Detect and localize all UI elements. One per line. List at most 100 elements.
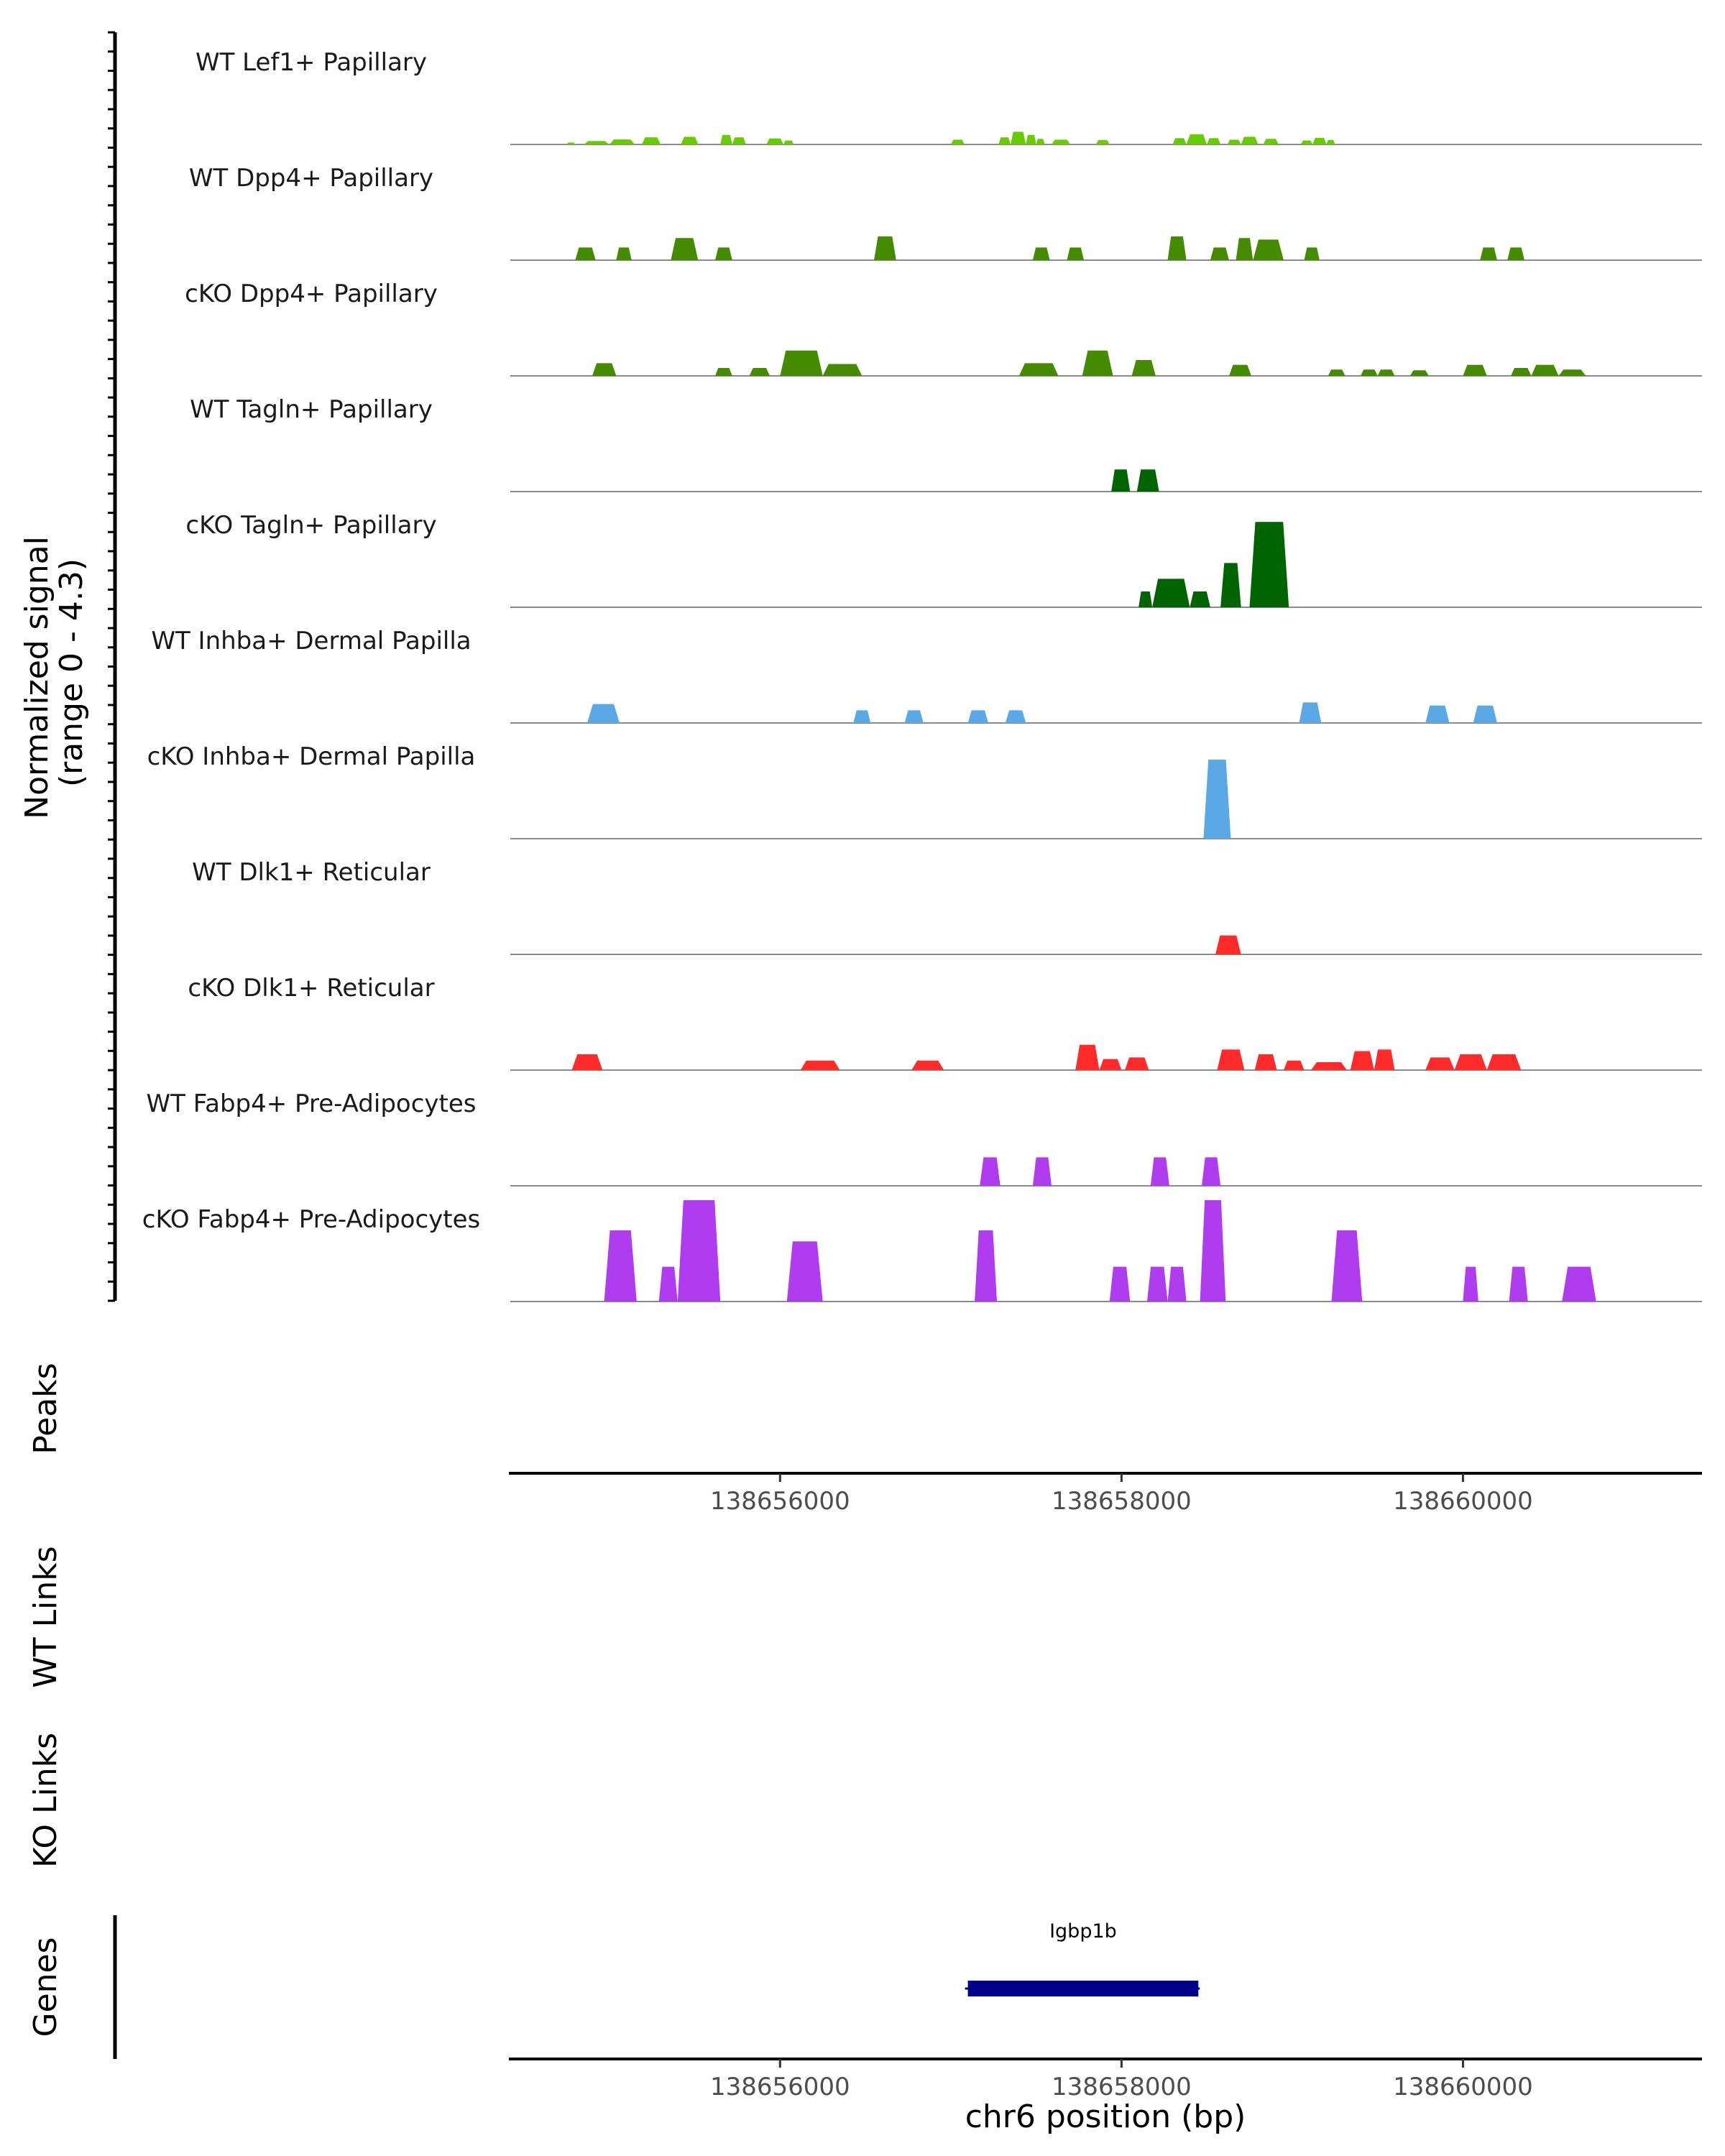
coverage-peak — [1227, 139, 1241, 144]
coverage-peak — [1032, 247, 1050, 260]
genes-panel-title: Genes — [27, 1937, 64, 2037]
coverage-peak — [980, 1157, 1000, 1186]
coverage-peak — [1558, 369, 1586, 376]
coverage-peak — [715, 247, 732, 260]
coverage-peak — [1036, 139, 1045, 144]
track: WT Inhba+ Dermal Papilla — [151, 627, 1702, 724]
coverage-peak — [1011, 132, 1026, 144]
coverage-peak — [1210, 247, 1229, 260]
coverage-peak — [1136, 469, 1159, 492]
coverage-peak — [1147, 1266, 1168, 1302]
peaks-panel: Peaks 138656000 138658000 138660000 — [27, 1363, 1702, 1516]
coverage-peak — [1300, 140, 1313, 144]
x-tick-label: 138660000 — [1393, 1487, 1533, 1516]
gene-body — [967, 1981, 1199, 1996]
coverage-peak — [571, 1054, 603, 1070]
coverage-y-axis-title: Normalized signal (range 0 - 4.3) — [19, 526, 90, 819]
coverage-peak — [1138, 591, 1153, 607]
coverage-peak — [616, 247, 632, 260]
coverage-peak — [641, 137, 661, 144]
coverage-peak — [967, 710, 989, 723]
coverage-peak — [1241, 137, 1259, 144]
coverage-peak — [1425, 1057, 1455, 1070]
track: WT Dpp4+ Papillary — [189, 164, 1702, 261]
coverage-peak — [1531, 364, 1559, 376]
coverage-peak — [1125, 1057, 1149, 1070]
coverage-peak — [1480, 247, 1497, 260]
coverage-tracks: WT Lef1+ Papillary WT Dpp4+ Papillary cKO … — [142, 48, 1702, 1302]
coverage-peak — [1425, 705, 1450, 723]
track-label: WT Dpp4+ Papillary — [189, 164, 433, 193]
coverage-peak — [1109, 1266, 1131, 1302]
coverage-peak — [822, 364, 862, 376]
coverage-peak — [1229, 364, 1251, 376]
coverage-peak — [1350, 1051, 1374, 1070]
coverage-peak — [1454, 1054, 1487, 1070]
coverage-peak — [586, 704, 620, 723]
coverage-peak — [749, 368, 770, 376]
genes-panel: Genes Igbp1b 138656000 138658000 138660000… — [27, 1915, 1702, 2135]
coverage-peak — [1409, 370, 1429, 376]
x-tick-label: 138658000 — [1052, 2073, 1192, 2101]
coverage-peak — [1331, 1230, 1363, 1302]
coverage-peak — [1299, 702, 1322, 723]
coverage-peak — [1082, 350, 1113, 376]
peaks-x-ticks: 138656000 138658000 138660000 — [710, 1473, 1533, 1516]
x-axis-title: chr6 position (bp) — [965, 2099, 1246, 2135]
coverage-peak — [1486, 1054, 1522, 1070]
track-label: cKO Dlk1+ Reticular — [188, 974, 434, 1003]
coverage-peak — [720, 134, 732, 144]
coverage-peak — [998, 137, 1011, 144]
coverage-peak — [1509, 1266, 1528, 1302]
track: cKO Fabp4+ Pre-Adipocytes — [142, 1200, 1702, 1302]
track: cKO Dpp4+ Papillary — [185, 280, 1702, 377]
coverage-peak — [575, 247, 596, 260]
gene-annotations: Igbp1b — [965, 1920, 1200, 1996]
track: WT Tagln+ Papillary — [190, 395, 1702, 492]
coverage-peak — [658, 1266, 678, 1302]
coverage-peak — [780, 350, 823, 376]
track: cKO Inhba+ Dermal Papilla — [147, 742, 1702, 839]
coverage-peak — [1067, 247, 1085, 260]
coverage-peak — [975, 1230, 997, 1302]
coverage-peak — [1131, 360, 1156, 376]
coverage-panel: Normalized signal (range 0 - 4.3) WT Lef… — [19, 31, 1702, 1302]
coverage-peak — [950, 139, 965, 144]
track-label: WT Tagln+ Papillary — [190, 395, 433, 424]
track-label: cKO Inhba+ Dermal Papilla — [147, 742, 476, 771]
track-label: cKO Dpp4+ Papillary — [185, 280, 438, 308]
coverage-peak — [1312, 137, 1327, 144]
coverage-peak — [1215, 935, 1241, 954]
coverage-peak — [1507, 247, 1524, 260]
peaks-panel-title: Peaks — [27, 1363, 64, 1454]
coverage-peak — [584, 141, 610, 144]
coverage-peak — [1207, 138, 1221, 144]
coverage-peak — [1236, 238, 1254, 260]
coverage-peak — [1377, 369, 1395, 376]
coverage-peak — [1190, 591, 1210, 607]
coverage-peak — [1374, 1049, 1395, 1070]
coverage-peak — [1220, 563, 1241, 607]
coverage-peak — [715, 368, 732, 376]
ko-links-panel: KO Links — [27, 1733, 64, 1868]
coverage-peak — [1473, 705, 1497, 723]
coverage-peak — [1217, 1049, 1245, 1070]
coverage-peak — [1203, 760, 1231, 839]
wt-links-panel-title: WT Links — [27, 1546, 64, 1687]
y-title-line-1: Normalized signal — [19, 536, 55, 819]
coverage-peak — [800, 1060, 840, 1070]
track-label: WT Inhba+ Dermal Papilla — [151, 627, 471, 655]
track: cKO Dlk1+ Reticular — [188, 974, 1702, 1071]
coverage-peak — [1099, 1059, 1122, 1070]
track-label: WT Fabp4+ Pre-Adipocytes — [147, 1089, 477, 1118]
gene-label: Igbp1b — [1049, 1920, 1117, 1943]
coverage-peak — [1511, 368, 1532, 376]
coverage-peak — [1018, 363, 1059, 376]
track: WT Dlk1+ Reticular — [192, 858, 1702, 955]
coverage-peak — [1150, 1157, 1169, 1186]
coverage-peak — [1311, 1062, 1347, 1070]
coverage-peak — [1202, 1157, 1221, 1186]
coverage-peak — [904, 710, 924, 723]
